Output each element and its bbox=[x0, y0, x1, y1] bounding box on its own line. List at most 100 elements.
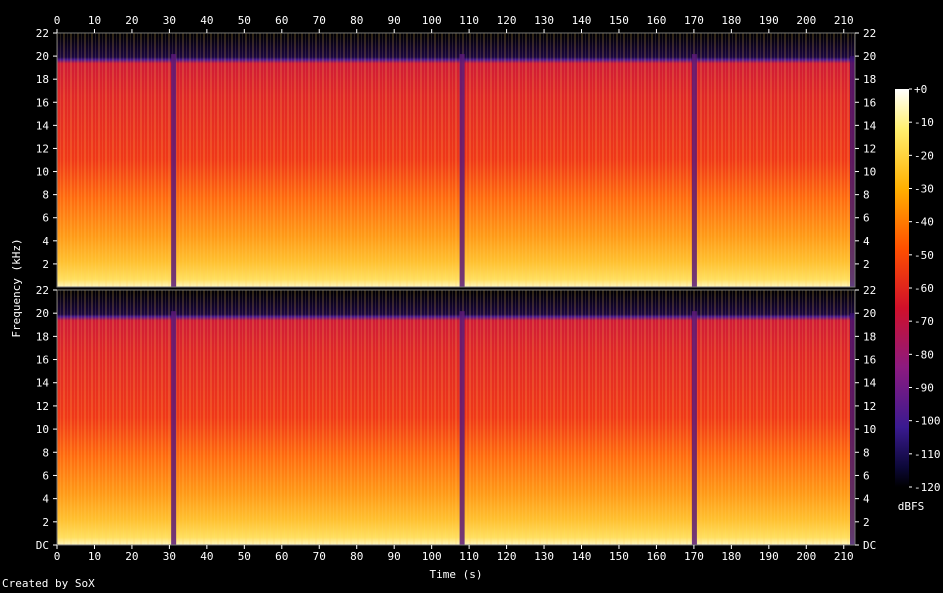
x-tick-label: 80 bbox=[350, 14, 363, 27]
y-tick-label: 6 bbox=[42, 212, 49, 225]
x-tick-label: 200 bbox=[796, 14, 816, 27]
x-tick-label: 50 bbox=[238, 550, 251, 563]
x-tick-label: 140 bbox=[572, 550, 592, 563]
y-tick-label: DC bbox=[36, 539, 49, 552]
y-tick-label: 4 bbox=[42, 235, 49, 248]
dropout-band bbox=[691, 311, 697, 545]
colorbar-tick-label: +0 bbox=[914, 83, 927, 96]
x-tick-label: 50 bbox=[238, 14, 251, 27]
y-tick-label: 12 bbox=[36, 142, 49, 155]
x-tick-label: 160 bbox=[646, 14, 666, 27]
y-tick-label: 20 bbox=[36, 307, 49, 320]
dropout-band bbox=[459, 54, 465, 287]
x-tick-label: 30 bbox=[163, 550, 176, 563]
y-tick-label: 2 bbox=[42, 516, 49, 529]
y-tick-label: 22 bbox=[36, 27, 49, 40]
y-tick-label: 4 bbox=[863, 235, 870, 248]
x-tick-label: 210 bbox=[834, 550, 854, 563]
x-tick-label: 60 bbox=[275, 14, 288, 27]
x-tick-label: 100 bbox=[422, 550, 442, 563]
x-axis-label: Time (s) bbox=[430, 568, 483, 581]
dropout-band bbox=[459, 311, 465, 545]
colorbar-tick-label: -80 bbox=[914, 348, 934, 361]
x-tick-label: 190 bbox=[759, 550, 779, 563]
y-tick-label: 16 bbox=[863, 354, 876, 367]
y-tick-label: 18 bbox=[863, 73, 876, 86]
y-tick-label: 14 bbox=[863, 377, 877, 390]
y-tick-label: 8 bbox=[863, 189, 870, 202]
x-tick-label: 60 bbox=[275, 550, 288, 563]
colorbar-tick-label: -110 bbox=[914, 448, 941, 461]
y-tick-label: 18 bbox=[863, 330, 876, 343]
colorbar-tick-label: -60 bbox=[914, 282, 934, 295]
x-tick-label: 30 bbox=[163, 14, 176, 27]
x-tick-label: 170 bbox=[684, 550, 704, 563]
y-tick-label: 14 bbox=[36, 377, 50, 390]
x-tick-label: 160 bbox=[646, 550, 666, 563]
x-tick-label: 140 bbox=[572, 14, 592, 27]
colorbar-tick-label: -10 bbox=[914, 116, 934, 129]
y-tick-label: 10 bbox=[36, 166, 49, 179]
y-tick-label: 16 bbox=[36, 96, 49, 109]
x-tick-label: 0 bbox=[54, 550, 61, 563]
panel-frame bbox=[56, 289, 856, 546]
x-tick-label: 200 bbox=[796, 550, 816, 563]
y-tick-label: 6 bbox=[863, 212, 870, 225]
x-tick-label: 20 bbox=[125, 14, 138, 27]
y-tick-label: 8 bbox=[42, 446, 49, 459]
spectrogram-texture bbox=[57, 33, 855, 287]
colorbar-tick-label: -50 bbox=[914, 249, 934, 262]
y-tick-label: 4 bbox=[863, 493, 870, 506]
x-tick-label: 130 bbox=[534, 550, 554, 563]
x-tick-label: 80 bbox=[350, 550, 363, 563]
x-tick-label: 150 bbox=[609, 14, 629, 27]
colorbar-gradient bbox=[895, 89, 909, 487]
footer-credit: Created by SoX bbox=[2, 577, 95, 590]
dropout-band bbox=[171, 54, 177, 287]
y-tick-label: 12 bbox=[863, 142, 876, 155]
end-band bbox=[850, 313, 855, 545]
y-tick-label: 2 bbox=[42, 258, 49, 271]
y-tick-label: 10 bbox=[36, 423, 49, 436]
y-tick-label: 20 bbox=[863, 50, 876, 63]
dropout-band bbox=[691, 54, 697, 287]
y-tick-label: 2 bbox=[863, 516, 870, 529]
x-tick-label: 110 bbox=[459, 550, 479, 563]
y-tick-label: 12 bbox=[36, 400, 49, 413]
y-tick-label: 22 bbox=[36, 284, 49, 297]
y-tick-label: 22 bbox=[863, 284, 876, 297]
spectrogram-texture bbox=[57, 290, 855, 545]
colorbar-tick-label: -40 bbox=[914, 216, 934, 229]
x-tick-label: 100 bbox=[422, 14, 442, 27]
y-tick-label: 6 bbox=[863, 469, 870, 482]
x-tick-label: 180 bbox=[721, 14, 741, 27]
x-tick-label: 110 bbox=[459, 14, 479, 27]
colorbar-tick-label: -20 bbox=[914, 149, 934, 162]
x-tick-label: 10 bbox=[88, 550, 101, 563]
y-tick-label: 20 bbox=[863, 307, 876, 320]
x-tick-label: 150 bbox=[609, 550, 629, 563]
x-tick-label: 190 bbox=[759, 14, 779, 27]
y-tick-label: 8 bbox=[863, 446, 870, 459]
y-tick-label: DC bbox=[863, 539, 876, 552]
colorbar-tick-label: -70 bbox=[914, 315, 934, 328]
y-tick-label: 20 bbox=[36, 50, 49, 63]
colorbar-label: dBFS bbox=[898, 500, 925, 513]
y-tick-label: 12 bbox=[863, 400, 876, 413]
y-tick-label: 22 bbox=[863, 27, 876, 40]
y-tick-label: 10 bbox=[863, 423, 876, 436]
y-axis-label: Frequency (kHz) bbox=[10, 238, 23, 337]
x-tick-label: 210 bbox=[834, 14, 854, 27]
x-tick-label: 90 bbox=[388, 550, 401, 563]
dropout-band bbox=[171, 311, 177, 545]
colorbar-tick-label: -90 bbox=[914, 382, 934, 395]
x-tick-label: 0 bbox=[54, 14, 61, 27]
y-tick-label: 4 bbox=[42, 493, 49, 506]
y-tick-label: 16 bbox=[36, 354, 49, 367]
x-tick-label: 70 bbox=[313, 550, 326, 563]
x-tick-label: 70 bbox=[313, 14, 326, 27]
y-tick-label: 18 bbox=[36, 73, 49, 86]
